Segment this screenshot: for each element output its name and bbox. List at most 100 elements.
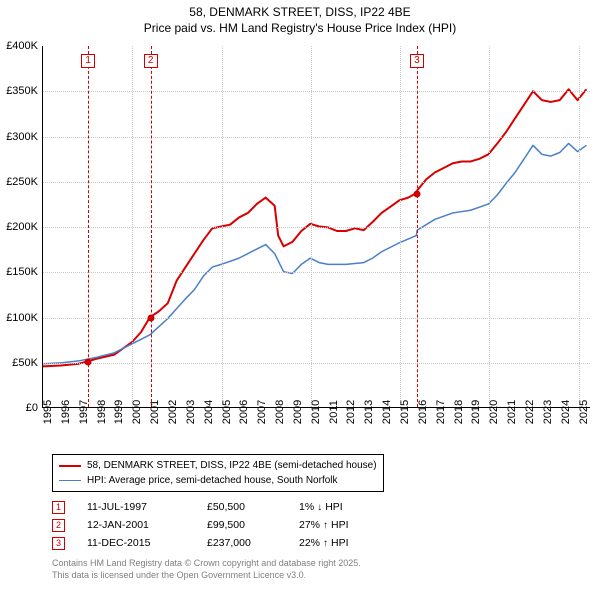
x-tick-label: 2019 xyxy=(470,400,482,424)
diff-pct: 22% xyxy=(299,537,320,549)
x-tick-label: 2010 xyxy=(310,400,322,424)
x-tick-label: 2024 xyxy=(560,400,572,424)
title-block: 58, DENMARK STREET, DISS, IP22 4BE Price… xyxy=(0,0,600,36)
x-tick-label: 2006 xyxy=(238,400,250,424)
row-diff: 1%↓HPI xyxy=(299,501,343,513)
marker-line xyxy=(88,46,89,407)
x-tick-label: 2004 xyxy=(203,400,215,424)
x-tick-label: 2015 xyxy=(399,400,411,424)
marker-line xyxy=(417,46,418,407)
row-date: 11-JUL-1997 xyxy=(87,501,207,513)
x-tick-label: 1996 xyxy=(60,400,72,424)
diff-arrow-icon: ↑ xyxy=(323,538,328,549)
table-row: 2 12-JAN-2001£99,50027%↑HPI xyxy=(52,516,349,534)
x-tick-label: 2009 xyxy=(292,400,304,424)
x-tick-label: 2016 xyxy=(417,400,429,424)
legend-label: 58, DENMARK STREET, DISS, IP22 4BE (semi… xyxy=(87,458,377,473)
row-date: 11-DEC-2015 xyxy=(87,537,207,549)
y-tick-label: £0 xyxy=(26,402,38,414)
x-tick-label: 1995 xyxy=(42,400,54,424)
x-tick-label: 2014 xyxy=(381,400,393,424)
table-row: 3 11-DEC-2015£237,00022%↑HPI xyxy=(52,534,349,552)
row-price: £237,000 xyxy=(207,537,299,549)
gridline-h xyxy=(43,318,590,319)
plot-area: 1 2 3 xyxy=(42,46,590,408)
x-tick-label: 2022 xyxy=(524,400,536,424)
diff-pct: 27% xyxy=(299,519,320,531)
x-tick-label: 2000 xyxy=(131,400,143,424)
marker-box: 3 xyxy=(410,54,424,68)
x-tick-label: 2005 xyxy=(221,400,233,424)
marker-point xyxy=(147,314,154,321)
attribution: Contains HM Land Registry data © Crown c… xyxy=(52,557,361,581)
row-marker: 2 xyxy=(52,519,65,532)
gridline-h xyxy=(43,272,590,273)
row-marker: 3 xyxy=(52,537,65,550)
chart-container: 58, DENMARK STREET, DISS, IP22 4BE Price… xyxy=(0,0,600,590)
x-tick-label: 2018 xyxy=(453,400,465,424)
marker-box: 2 xyxy=(144,54,158,68)
row-diff: 27%↑HPI xyxy=(299,519,349,531)
x-tick-label: 2007 xyxy=(256,400,268,424)
x-tick-label: 2017 xyxy=(435,400,447,424)
gridline-v xyxy=(132,46,133,407)
legend-row: HPI: Average price, semi-detached house,… xyxy=(59,473,377,488)
attribution-line2: This data is licensed under the Open Gov… xyxy=(52,569,361,581)
row-marker: 1 xyxy=(52,501,65,514)
y-axis: £0£50K£100K£150K£200K£250K£300K£350K£400… xyxy=(0,46,42,408)
diff-vs: HPI xyxy=(331,519,349,531)
y-tick-label: £400K xyxy=(6,40,38,52)
table-row: 1 11-JUL-1997£50,5001%↓HPI xyxy=(52,498,349,516)
row-diff: 22%↑HPI xyxy=(299,537,349,549)
gridline-h xyxy=(43,137,590,138)
legend: 58, DENMARK STREET, DISS, IP22 4BE (semi… xyxy=(52,454,384,492)
legend-row: 58, DENMARK STREET, DISS, IP22 4BE (semi… xyxy=(59,458,377,473)
y-tick-label: £350K xyxy=(6,85,38,97)
y-tick-label: £250K xyxy=(6,176,38,188)
gridline-v xyxy=(579,46,580,407)
gridline-v xyxy=(222,46,223,407)
x-tick-label: 2013 xyxy=(363,400,375,424)
gridline-h xyxy=(43,91,590,92)
legend-label: HPI: Average price, semi-detached house,… xyxy=(87,473,338,488)
marker-box: 1 xyxy=(81,54,95,68)
gridline-v xyxy=(400,46,401,407)
y-tick-label: £100K xyxy=(6,312,38,324)
x-tick-label: 1997 xyxy=(78,400,90,424)
row-date: 12-JAN-2001 xyxy=(87,519,207,531)
marker-point xyxy=(413,190,420,197)
legend-swatch xyxy=(59,465,81,467)
x-tick-label: 2008 xyxy=(274,400,286,424)
x-tick-label: 1999 xyxy=(113,400,125,424)
x-tick-label: 2003 xyxy=(185,400,197,424)
gridline-h xyxy=(43,182,590,183)
x-tick-label: 2023 xyxy=(542,400,554,424)
y-tick-label: £50K xyxy=(12,357,38,369)
gridline-v xyxy=(489,46,490,407)
x-tick-label: 1998 xyxy=(96,400,108,424)
legend-swatch xyxy=(59,480,81,481)
gridline-h xyxy=(43,227,590,228)
x-axis: 1995199619971998199920002001200220032004… xyxy=(42,408,590,460)
x-tick-label: 2001 xyxy=(149,400,161,424)
title-address: 58, DENMARK STREET, DISS, IP22 4BE xyxy=(0,4,600,20)
row-price: £99,500 xyxy=(207,519,299,531)
x-tick-label: 2020 xyxy=(488,400,500,424)
attribution-line1: Contains HM Land Registry data © Crown c… xyxy=(52,557,361,569)
x-tick-label: 2021 xyxy=(506,400,518,424)
series-hpi xyxy=(43,143,586,363)
marker-point xyxy=(85,359,92,366)
row-price: £50,500 xyxy=(207,501,299,513)
y-tick-label: £200K xyxy=(6,221,38,233)
diff-arrow-icon: ↓ xyxy=(317,502,322,513)
x-tick-label: 2002 xyxy=(167,400,179,424)
title-subtitle: Price paid vs. HM Land Registry's House … xyxy=(0,20,600,36)
transaction-table: 111-JUL-1997£50,5001%↓HPI212-JAN-2001£99… xyxy=(52,498,349,552)
x-tick-label: 2025 xyxy=(578,400,590,424)
gridline-h xyxy=(43,363,590,364)
y-tick-label: £150K xyxy=(6,266,38,278)
diff-vs: HPI xyxy=(331,537,349,549)
x-tick-label: 2012 xyxy=(345,400,357,424)
diff-pct: 1% xyxy=(299,501,314,513)
marker-line xyxy=(151,46,152,407)
